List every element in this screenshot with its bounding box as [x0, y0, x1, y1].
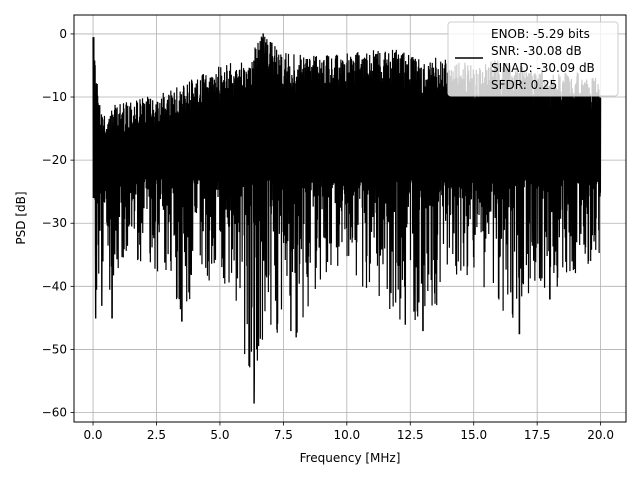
y-axis-label: PSD [dB]: [14, 191, 28, 244]
legend: ENOB: -5.29 bits SNR: -30.08 dB SINAD: -…: [447, 21, 619, 97]
legend-entry: ENOB: -5.29 bits: [491, 27, 590, 41]
x-tick-label: 20.0: [587, 428, 614, 442]
y-tick-label: −50: [42, 342, 67, 356]
y-tick-label: −40: [42, 279, 67, 293]
x-tick-label: 2.5: [147, 428, 166, 442]
x-tick-label: 12.5: [397, 428, 424, 442]
x-axis-ticks: 0.0 2.5 5.0 7.5 10.0 12.5 15.0 17.5 20.0: [83, 422, 614, 442]
legend-box: [447, 21, 619, 97]
x-tick-label: 7.5: [274, 428, 293, 442]
y-tick-label: −10: [42, 90, 67, 104]
x-tick-label: 5.0: [210, 428, 229, 442]
x-axis-label: Frequency [MHz]: [300, 451, 401, 465]
y-tick-label: 0: [59, 27, 67, 41]
x-tick-label: 0.0: [83, 428, 102, 442]
legend-entry: SINAD: -30.09 dB: [491, 61, 595, 75]
y-tick-label: −20: [42, 153, 67, 167]
x-tick-label: 17.5: [524, 428, 551, 442]
y-tick-label: −60: [42, 406, 67, 420]
y-axis-ticks: 0 −10 −20 −30 −40 −50 −60: [42, 27, 74, 420]
x-tick-label: 10.0: [333, 428, 360, 442]
x-tick-label: 15.0: [460, 428, 487, 442]
y-tick-label: −30: [42, 216, 67, 230]
legend-entry: SNR: -30.08 dB: [491, 44, 582, 58]
legend-entry: SFDR: 0.25: [491, 78, 557, 92]
plot-frame: [73, 14, 627, 423]
